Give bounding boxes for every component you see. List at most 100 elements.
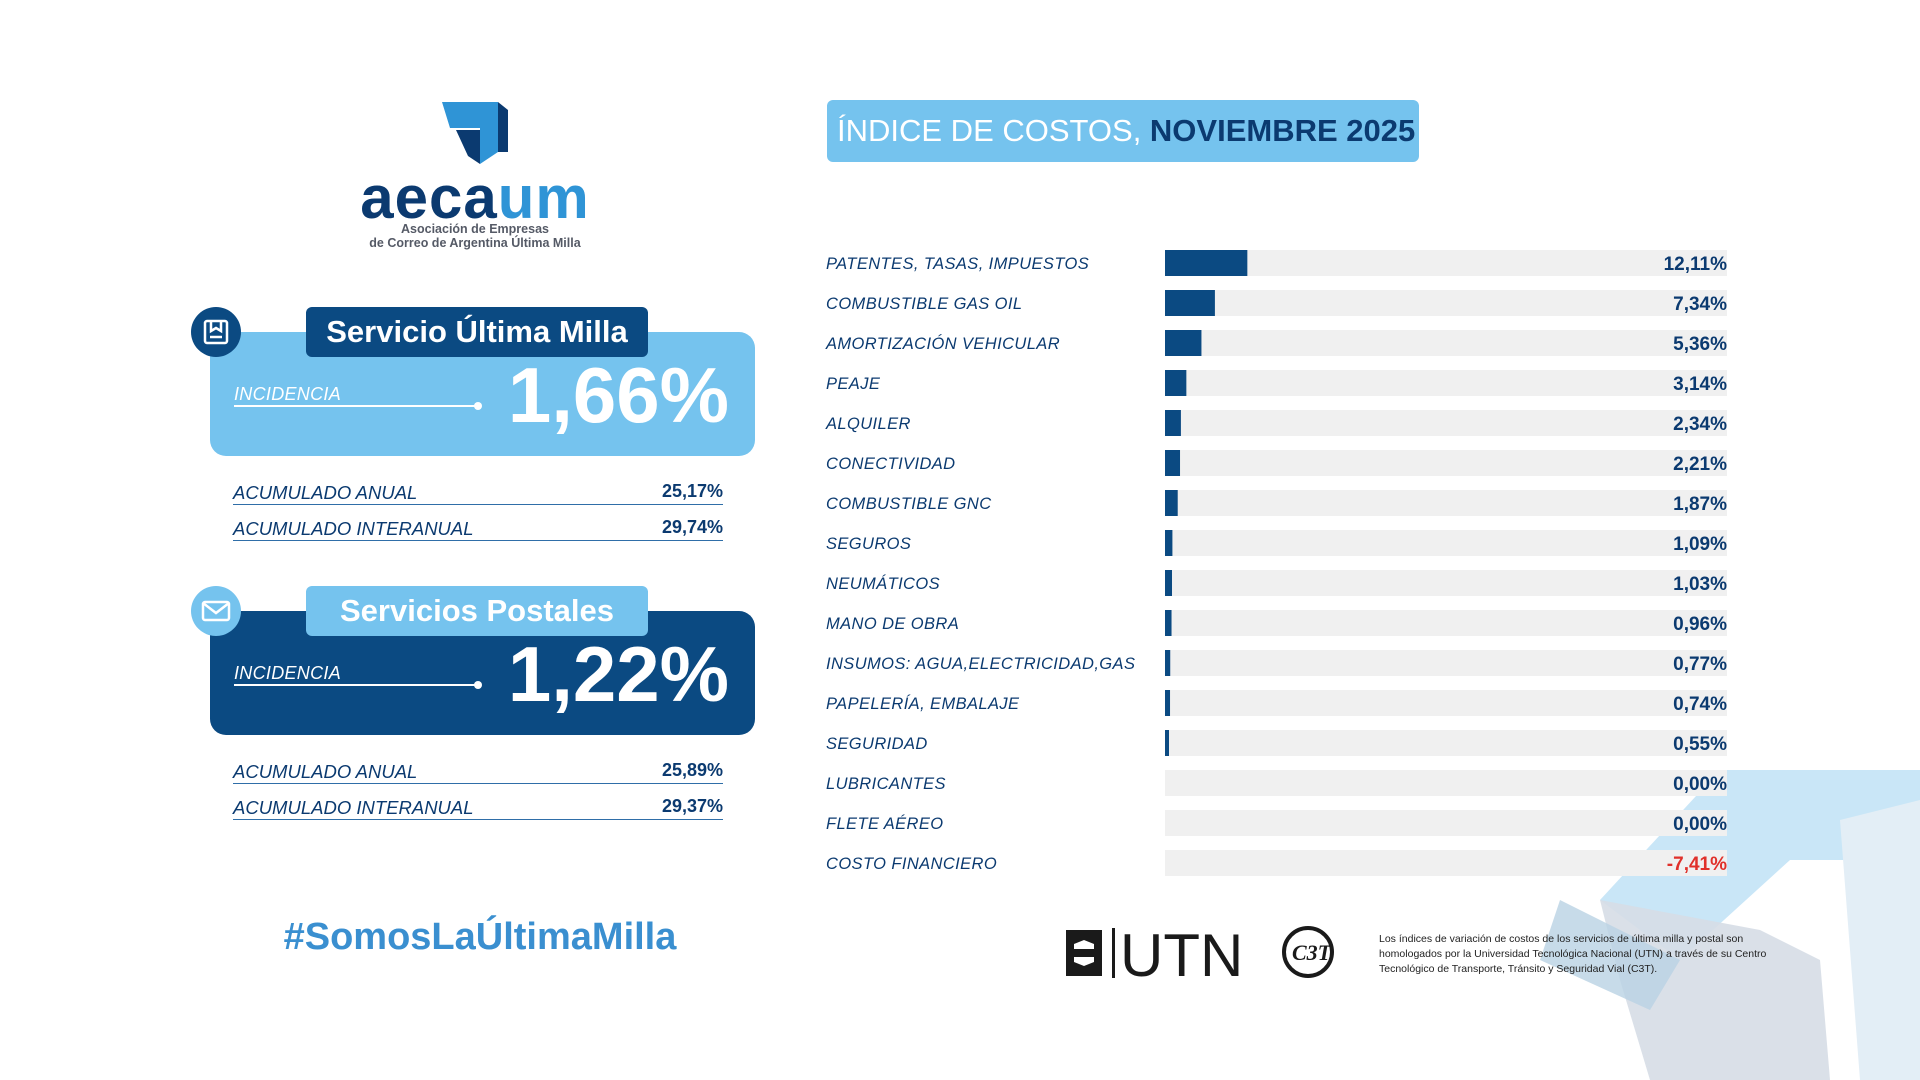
postales-incidencia-label: INCIDENCIA <box>234 663 342 683</box>
category-label: PATENTES, TASAS, IMPUESTOS <box>826 255 1089 273</box>
value-label: 1,03% <box>1673 574 1727 595</box>
value-label: 2,21% <box>1673 454 1727 475</box>
bar-track <box>1165 650 1727 676</box>
bar-track <box>1165 610 1727 636</box>
value-label: 5,36% <box>1673 334 1727 355</box>
bar <box>1165 290 1215 316</box>
chart-row: COMBUSTIBLE GNC 1,87% <box>826 490 1727 516</box>
bar <box>1165 490 1178 516</box>
ultima-milla-incidencia-value: 1,66% <box>507 351 729 439</box>
acumulado-value: 29,74% <box>661 517 723 537</box>
bar <box>1165 530 1173 556</box>
category-label: MANO DE OBRA <box>826 615 959 633</box>
box-icon <box>203 319 229 345</box>
utn-text: UTN <box>1120 922 1243 984</box>
bar-track <box>1165 410 1727 436</box>
chart-row: PEAJE 3,14% <box>826 370 1727 396</box>
value-label: -7,41% <box>1667 854 1727 875</box>
value-label: 1,87% <box>1673 494 1727 515</box>
chart-row: COMBUSTIBLE GAS OIL 7,34% <box>826 290 1727 316</box>
value-label: 2,34% <box>1673 414 1727 435</box>
bar <box>1165 450 1181 476</box>
chart-title-part1: ÍNDICE DE COSTOS, <box>837 113 1150 148</box>
chart-title-part2: NOVIEMBRE 2025 <box>1149 113 1416 148</box>
ultima-milla-incidencia-label: INCIDENCIA <box>234 384 342 404</box>
chart-row: SEGUROS 1,09% <box>826 530 1727 556</box>
value-label: 0,77% <box>1673 654 1727 675</box>
incidencia-line <box>234 405 476 407</box>
logo-subtitle-line2: de Correo de Argentina Última Milla <box>369 236 581 250</box>
bar <box>1165 730 1169 756</box>
acumulado-label: ACUMULADO ANUAL <box>233 482 418 503</box>
incidencia-line <box>234 684 476 686</box>
chart-row: PATENTES, TASAS, IMPUESTOS 12,11% <box>826 250 1727 276</box>
postales-icon-circle <box>191 586 241 636</box>
chart-row: CONECTIVIDAD 2,21% <box>826 450 1727 476</box>
bar-track <box>1165 490 1727 516</box>
bar-track <box>1165 370 1727 396</box>
bar <box>1165 250 1248 276</box>
chart-row: LUBRICANTES 0,00% <box>826 770 1727 796</box>
postales-acumulado-interanual-row: ACUMULADO INTERANUAL 29,37% <box>233 787 723 820</box>
chart-row: ALQUILER 2,34% <box>825 410 1727 436</box>
bar-track <box>1165 250 1727 276</box>
bar <box>1165 370 1187 396</box>
value-label: 0,55% <box>1673 734 1727 755</box>
bar-track <box>1165 330 1727 356</box>
chart-title-box: ÍNDICE DE COSTOS, NOVIEMBRE 2025 <box>827 100 1419 162</box>
incidencia-dot <box>474 681 482 689</box>
category-label: NEUMÁTICOS <box>826 574 940 593</box>
acumulado-label: ACUMULADO INTERANUAL <box>233 797 474 818</box>
bar-track <box>1165 810 1727 836</box>
c3t-logo: C3T <box>1282 926 1334 978</box>
category-label: COMBUSTIBLE GAS OIL <box>826 295 1022 313</box>
chart-row: COSTO FINANCIERO -7,41% <box>826 850 1727 876</box>
chart-row: FLETE AÉREO 0,00% <box>826 810 1727 836</box>
ultima-milla-acumulado-anual-row: ACUMULADO ANUAL 25,17% <box>233 472 723 505</box>
category-label: SEGUROS <box>826 535 911 553</box>
bar-track <box>1165 290 1727 316</box>
postales-title: Servicios Postales <box>306 586 648 636</box>
chart-row: INSUMOS: AGUA,ELECTRICIDAD,GAS 0,77% <box>826 650 1727 676</box>
utn-logo: UTN C3T <box>1066 922 1334 984</box>
bar <box>1165 650 1171 676</box>
wordmark-part-a: aeca <box>360 164 498 231</box>
bar-track <box>1165 770 1727 796</box>
bar-track <box>1165 690 1727 716</box>
logo-subtitle: Asociación de Empresas de Correo de Arge… <box>330 222 620 250</box>
category-label: COMBUSTIBLE GNC <box>826 495 992 513</box>
category-label: CONECTIVIDAD <box>826 455 955 473</box>
acumulado-label: ACUMULADO INTERANUAL <box>233 518 474 539</box>
chart-row: MANO DE OBRA 0,96% <box>826 610 1727 636</box>
bar-track <box>1165 530 1727 556</box>
acumulado-value: 25,89% <box>661 760 723 780</box>
bar <box>1165 690 1171 716</box>
postales-incidencia-value: 1,22% <box>507 630 729 718</box>
chart-title: ÍNDICE DE COSTOS, NOVIEMBRE 2025 <box>837 100 1415 162</box>
category-label: INSUMOS: AGUA,ELECTRICIDAD,GAS <box>826 655 1135 673</box>
category-label: COSTO FINANCIERO <box>826 855 997 873</box>
value-label: 0,74% <box>1673 694 1727 715</box>
bar <box>1165 610 1172 636</box>
aecaum-logo-icon <box>442 102 508 164</box>
hashtag: #SomosLaÚltimaMilla <box>283 916 677 958</box>
bar-track <box>1165 450 1727 476</box>
ultima-milla-acumulado-interanual-row: ACUMULADO INTERANUAL 29,74% <box>233 508 723 541</box>
utn-emblem-icon <box>1066 930 1102 976</box>
value-label: 3,14% <box>1673 374 1727 395</box>
postales-acumulado-anual-row: ACUMULADO ANUAL 25,89% <box>233 751 723 784</box>
value-label: 12,11% <box>1664 254 1727 275</box>
value-label: 7,34% <box>1673 294 1727 315</box>
chart-row: PAPELERÍA, EMBALAJE 0,74% <box>826 690 1727 716</box>
cost-index-bar-chart: PATENTES, TASAS, IMPUESTOS 12,11% COMBUSTI… <box>825 250 1727 876</box>
acumulado-label: ACUMULADO ANUAL <box>233 761 418 782</box>
postales-panel: INCIDENCIA 1,22% <box>210 611 755 735</box>
category-label: FLETE AÉREO <box>826 814 943 833</box>
ultima-milla-icon-circle <box>191 307 241 357</box>
category-label: PEAJE <box>826 375 881 393</box>
value-label: 1,09% <box>1673 534 1727 555</box>
chart-row: SEGURIDAD 0,55% <box>826 730 1727 756</box>
bar <box>1165 330 1202 356</box>
bar <box>1165 410 1181 436</box>
category-label: SEGURIDAD <box>826 735 928 753</box>
